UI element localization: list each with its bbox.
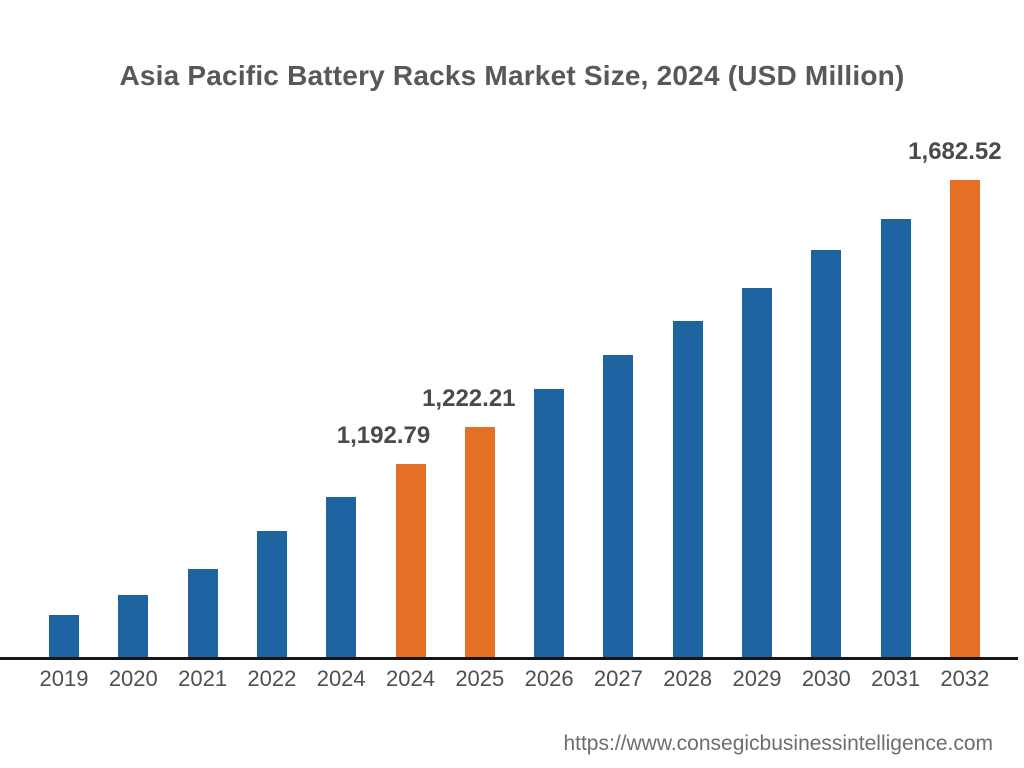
bar-2031-12: [880, 219, 911, 657]
bar-2028-9: [672, 321, 703, 657]
bar-2029-10: [742, 288, 772, 657]
bar-2026-7: [534, 389, 565, 657]
data-label-2025: 1,222.21: [422, 385, 516, 412]
bar-2021-2: [187, 569, 218, 657]
chart-title: Asia Pacific Battery Racks Market Size, …: [119, 60, 905, 91]
x-tick-label-2019-0: 2019: [39, 666, 89, 691]
x-tick-label-2021-2: 2021: [178, 666, 228, 691]
x-tick-label-2028-9: 2028: [663, 666, 713, 691]
bar-2027-8: [603, 355, 634, 657]
x-tick-label-2029-10: 2029: [732, 666, 782, 691]
x-tick-label-2031-12: 2031: [871, 666, 921, 691]
x-tick-label-2032-13: 2032: [940, 666, 990, 691]
x-axis-line: [0, 657, 1018, 660]
bar-2022-3: [256, 531, 287, 657]
x-tick-label-2030-11: 2030: [801, 666, 851, 691]
x-tick-label-2022-3: 2022: [247, 666, 297, 691]
source-url: https://www.consegicbusinessintelligence…: [563, 732, 993, 755]
bar-2020-1: [118, 595, 149, 657]
x-tick-label-2027-8: 2027: [593, 666, 643, 691]
data-label-2024: 1,192.79: [336, 422, 431, 449]
bar-2024-5: [395, 464, 426, 657]
bar-2024-4: [326, 497, 357, 657]
x-tick-label-2024-4: 2024: [316, 666, 366, 691]
bar-2025-6: [464, 427, 495, 657]
x-tick-label-2025-6: 2025: [455, 666, 505, 691]
x-tick-label-2020-1: 2020: [108, 666, 158, 691]
x-tick-label-2024-5: 2024: [386, 666, 435, 691]
bar-2032-13: [949, 180, 980, 657]
data-label-2032: 1,682.52: [908, 138, 1002, 165]
bar-2019-0: [49, 615, 79, 657]
bar-2030-11: [811, 250, 842, 657]
x-tick-label-2026-7: 2026: [524, 666, 574, 691]
